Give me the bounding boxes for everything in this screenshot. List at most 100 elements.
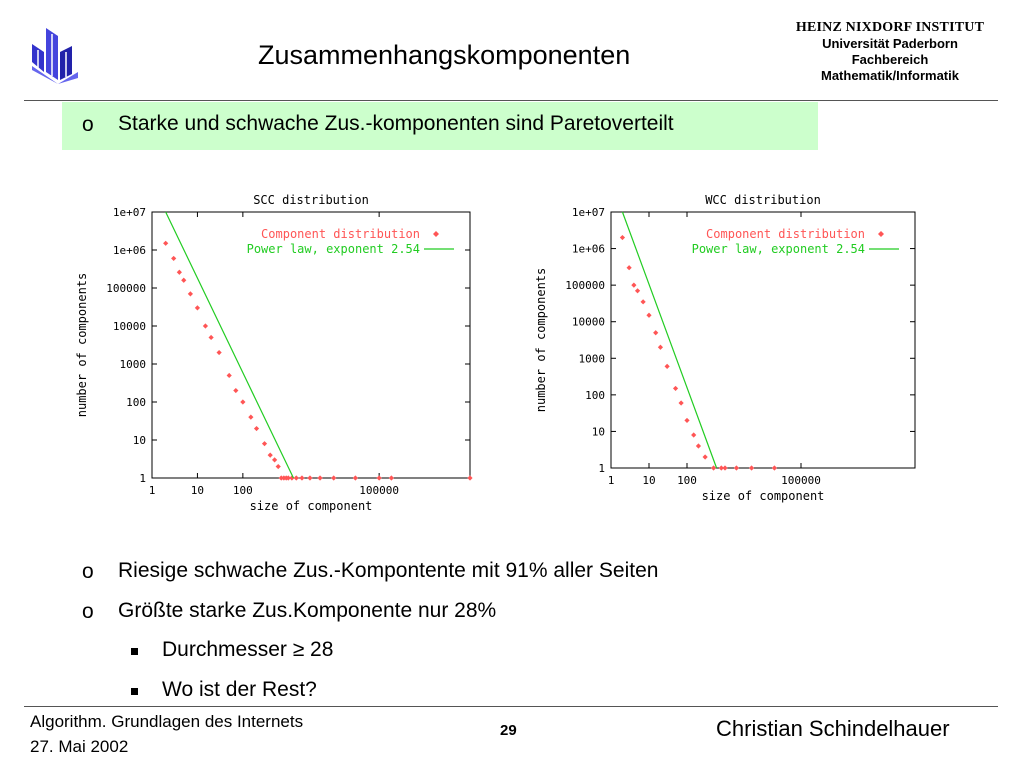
x-tick-label: 100 <box>677 474 697 487</box>
y-tick-label: 10 <box>592 425 605 438</box>
x-tick-label: 1 <box>608 474 615 487</box>
y-tick-label: 1e+07 <box>572 206 605 219</box>
y-tick-label: 100 <box>585 389 605 402</box>
bullet-giant-wcc: Riesige schwache Zus.-Kompontente mit 91… <box>118 559 659 582</box>
data-point <box>657 344 664 350</box>
footer-course: Algorithm. Grundlagen des Internets <box>30 712 304 731</box>
data-point <box>272 457 278 463</box>
data-point <box>285 475 291 481</box>
institute-block: HEINZ NIXDORF INSTITUT Universität Pader… <box>770 20 1010 84</box>
x-tick-label: 10 <box>642 474 655 487</box>
sub-bullet-rest: Wo ist der Rest? <box>162 678 317 701</box>
data-point <box>748 465 755 471</box>
data-point <box>388 475 394 481</box>
y-tick-label: 1e+06 <box>113 244 146 257</box>
data-point <box>171 255 177 262</box>
y-tick-label: 100000 <box>106 282 146 295</box>
data-point <box>626 265 632 271</box>
plot-frame <box>610 211 916 469</box>
legend-marker-points <box>878 231 884 237</box>
y-axis-label: number of components <box>75 273 89 418</box>
data-point <box>653 330 659 336</box>
legend-marker-points <box>433 231 439 237</box>
data-point <box>176 269 182 275</box>
data-point <box>216 349 222 356</box>
y-tick-label: 1 <box>139 472 146 485</box>
y-tick-label: 10000 <box>572 316 605 329</box>
bullet-marker: o <box>82 560 94 583</box>
data-point <box>664 363 670 369</box>
footer-date: 27. Mai 2002 <box>30 737 129 756</box>
data-point <box>771 465 778 471</box>
data-point <box>631 282 637 288</box>
chart-title: SCC distribution <box>253 193 369 207</box>
data-point <box>722 465 728 471</box>
data-point <box>733 465 740 471</box>
legend-label-points: Component distribution <box>261 227 420 241</box>
data-point <box>208 334 214 341</box>
data-point <box>299 475 305 481</box>
data-point <box>187 291 193 297</box>
y-tick-label: 100 <box>126 396 146 409</box>
square-bullet-icon <box>131 648 138 655</box>
institute-field: Mathematik/Informatik <box>821 68 959 83</box>
institute-university: Universität Paderborn <box>822 36 958 51</box>
x-axis-label: size of component <box>250 499 373 513</box>
chart-title: WCC distribution <box>705 193 821 207</box>
highlight-banner <box>62 102 818 150</box>
data-point <box>194 305 201 311</box>
data-point <box>678 400 684 406</box>
legend-label-line: Power law, exponent 2.54 <box>247 242 420 256</box>
data-point <box>352 475 358 481</box>
hni-logo-icon <box>32 28 78 84</box>
data-point <box>163 240 169 246</box>
wcc-distribution-chart: WCC distribution 1 10 100 1000 10000 100000 1e+… <box>534 193 916 503</box>
footer-author: Christian Schindelhauer <box>716 716 950 741</box>
data-point <box>267 452 273 458</box>
data-point <box>261 441 268 447</box>
data-point <box>672 385 679 392</box>
x-tick-label: 100 <box>233 484 253 497</box>
x-tick-label: 100000 <box>359 484 399 497</box>
y-tick-label: 10000 <box>113 320 146 333</box>
y-tick-label: 1000 <box>579 352 606 365</box>
data-point <box>240 399 246 405</box>
data-point <box>202 323 209 329</box>
y-tick-label: 100000 <box>565 279 605 292</box>
data-point <box>226 372 232 379</box>
data-point <box>646 312 652 318</box>
footer-divider <box>24 706 998 707</box>
x-tick-label: 10 <box>191 484 204 497</box>
power-law-line <box>165 211 295 479</box>
x-axis-label: size of component <box>702 489 825 503</box>
header-divider <box>24 100 998 101</box>
data-point <box>695 443 702 449</box>
legend-label-line: Power law, exponent 2.54 <box>692 242 865 256</box>
data-point <box>640 299 646 305</box>
y-tick-label: 10 <box>133 434 146 447</box>
data-point <box>376 475 382 481</box>
bullet-marker: o <box>82 600 94 623</box>
data-point <box>181 277 187 283</box>
sub-bullet-diameter: Durchmesser ≥ 28 <box>162 638 334 661</box>
institute-name: HEINZ NIXDORF INSTITUT <box>795 20 985 35</box>
data-point <box>253 425 260 432</box>
square-bullet-icon <box>131 688 138 695</box>
y-tick-label: 1e+07 <box>113 206 146 219</box>
y-tick-label: 1 <box>598 462 605 475</box>
scc-distribution-chart: SCC distribution 1 10 100 1000 10000 100000 1e+… <box>75 193 473 513</box>
data-point <box>248 414 254 420</box>
data-point <box>307 475 313 481</box>
data-point <box>317 475 323 481</box>
data-point <box>619 234 626 241</box>
data-point <box>293 475 299 481</box>
power-law-line <box>621 211 718 469</box>
y-tick-label: 1000 <box>120 358 147 371</box>
institute-department: Fachbereich <box>851 52 929 67</box>
banner-text: Starke und schwache Zus.-komponenten sin… <box>118 112 674 135</box>
data-point <box>331 475 337 481</box>
data-point <box>275 463 281 470</box>
legend-label-points: Component distribution <box>706 227 865 241</box>
data-point <box>467 475 473 481</box>
x-tick-label: 100000 <box>781 474 821 487</box>
